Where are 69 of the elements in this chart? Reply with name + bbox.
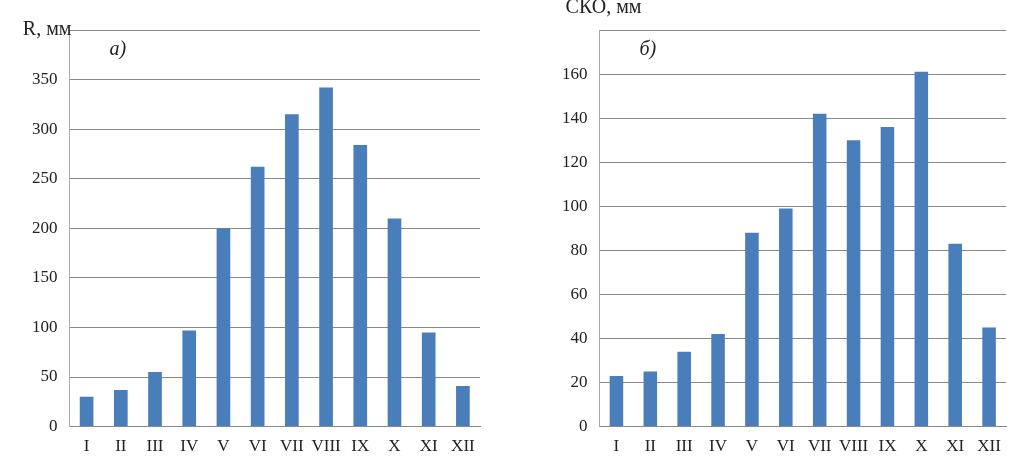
y-tick-label: 120	[562, 151, 588, 171]
bar	[456, 385, 470, 427]
y-axis-title: R, мм	[22, 17, 72, 40]
y-tick-label: 40	[570, 327, 588, 347]
bar	[250, 166, 265, 427]
x-tick-label: IV	[180, 436, 199, 456]
annotation: б)	[639, 37, 657, 61]
x-tick-label: I	[83, 436, 90, 456]
bar	[285, 114, 299, 427]
bar	[982, 327, 996, 427]
x-tick-label: VI	[776, 436, 796, 456]
bar	[779, 208, 793, 427]
y-tick-label: 300	[32, 118, 58, 138]
bar	[711, 334, 725, 427]
x-tick-label: VI	[248, 436, 267, 456]
y-tick-label: 160	[562, 63, 588, 83]
y-tick-label: 100	[32, 316, 58, 336]
x-tick-label: V	[745, 436, 759, 456]
y-tick-label: 0	[579, 416, 588, 436]
y-tick-label: 140	[562, 107, 588, 127]
y-tick-label: 50	[40, 366, 58, 386]
y-axis-title: СКО, мм	[565, 0, 642, 18]
x-tick-label: VIII	[838, 436, 869, 456]
bar	[79, 396, 94, 427]
x-tick-label: IX	[878, 436, 897, 456]
bar	[319, 87, 333, 427]
x-tick-label: X	[915, 436, 928, 456]
bar	[216, 228, 231, 427]
bar	[148, 372, 162, 427]
x-tick-label: V	[217, 436, 231, 456]
x-tick-label: VII	[280, 436, 304, 456]
x-tick-label: IV	[709, 436, 728, 456]
y-tick-label: 60	[570, 283, 588, 303]
y-tick-label: 100	[562, 195, 588, 215]
bar	[421, 332, 436, 427]
y-tick-label: 0	[49, 416, 58, 436]
bar	[113, 389, 128, 427]
x-tick-label: II	[115, 436, 127, 456]
bar	[745, 232, 759, 427]
bar	[812, 113, 827, 427]
x-tick-label: I	[613, 436, 620, 456]
x-tick-label: VIII	[311, 436, 342, 456]
x-tick-label: IX	[351, 436, 370, 456]
bar	[182, 330, 197, 427]
bar	[387, 218, 402, 427]
x-tick-label: VII	[807, 436, 832, 456]
y-tick-label: 150	[32, 267, 58, 287]
x-tick-label: XI	[419, 436, 438, 456]
x-tick-label: II	[644, 436, 657, 456]
bar	[948, 243, 962, 427]
x-tick-label: XII	[977, 436, 1002, 456]
bar	[609, 375, 624, 427]
bar	[643, 371, 658, 427]
bar	[914, 71, 929, 427]
x-tick-label: III	[675, 436, 694, 456]
bar	[846, 140, 861, 427]
y-tick-label: 200	[32, 217, 58, 237]
x-tick-label: XII	[451, 436, 476, 456]
bar	[880, 126, 895, 427]
y-tick-label: 80	[570, 239, 588, 259]
bar	[353, 145, 368, 427]
bar	[677, 351, 691, 427]
x-tick-label: X	[388, 436, 401, 456]
y-tick-label: 250	[32, 168, 58, 188]
y-tick-label: 20	[570, 372, 588, 391]
x-tick-label: XI	[946, 436, 965, 456]
x-tick-label: III	[146, 436, 164, 456]
y-tick-label: 350	[32, 69, 58, 89]
annotation: а)	[109, 37, 127, 61]
